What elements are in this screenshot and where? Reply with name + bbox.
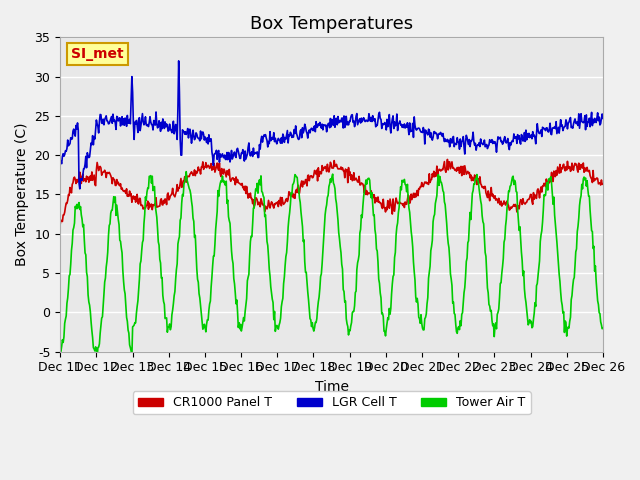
Legend: CR1000 Panel T, LGR Cell T, Tower Air T: CR1000 Panel T, LGR Cell T, Tower Air T xyxy=(132,391,531,414)
X-axis label: Time: Time xyxy=(314,380,349,394)
LGR Cell T xyxy=(175,58,182,64)
CR1000 Panel T xyxy=(56,221,64,227)
Tower Air T xyxy=(56,347,64,352)
Tower Air T xyxy=(415,314,422,320)
Tower Air T xyxy=(66,272,74,277)
Line: LGR Cell T: LGR Cell T xyxy=(60,61,603,189)
LGR Cell T xyxy=(76,186,84,192)
Tower Air T xyxy=(93,355,101,360)
CR1000 Panel T xyxy=(122,191,130,196)
Tower Air T xyxy=(182,169,190,175)
Line: CR1000 Panel T: CR1000 Panel T xyxy=(60,159,603,224)
LGR Cell T xyxy=(123,123,131,129)
Text: SI_met: SI_met xyxy=(71,47,124,61)
CR1000 Panel T xyxy=(599,181,607,187)
LGR Cell T xyxy=(207,136,215,142)
CR1000 Panel T xyxy=(413,188,421,193)
Y-axis label: Box Temperature (C): Box Temperature (C) xyxy=(15,123,29,266)
CR1000 Panel T xyxy=(397,201,405,206)
Tower Air T xyxy=(178,200,186,206)
Tower Air T xyxy=(399,179,407,185)
CR1000 Panel T xyxy=(66,185,74,191)
LGR Cell T xyxy=(66,141,74,147)
Tower Air T xyxy=(207,284,215,290)
CR1000 Panel T xyxy=(177,176,185,181)
LGR Cell T xyxy=(599,116,607,121)
LGR Cell T xyxy=(179,127,186,132)
LGR Cell T xyxy=(56,161,64,167)
LGR Cell T xyxy=(399,122,407,128)
Line: Tower Air T: Tower Air T xyxy=(60,172,603,358)
Tower Air T xyxy=(599,325,607,331)
CR1000 Panel T xyxy=(444,156,451,162)
Tower Air T xyxy=(123,314,131,320)
Title: Box Temperatures: Box Temperatures xyxy=(250,15,413,33)
LGR Cell T xyxy=(415,125,422,131)
CR1000 Panel T xyxy=(206,166,214,171)
